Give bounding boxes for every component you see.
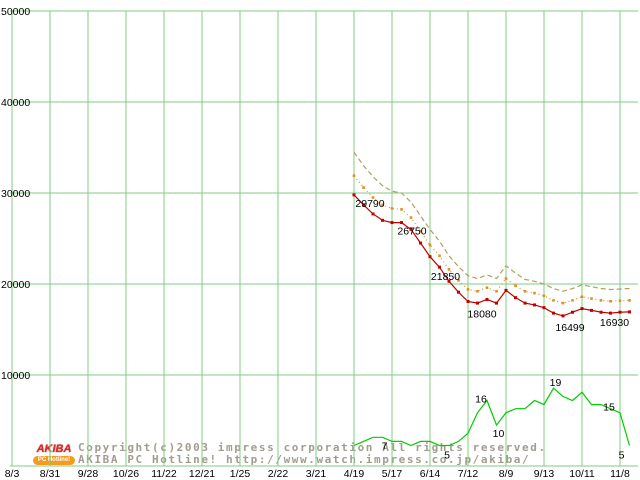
svg-text:29790: 29790 <box>355 198 384 210</box>
copyright-watermark: Copyright(c)2003 impress corporation All… <box>78 442 547 466</box>
svg-text:5: 5 <box>444 450 450 462</box>
svg-text:7/12: 7/12 <box>458 468 479 480</box>
svg-text:16930: 16930 <box>600 317 629 329</box>
svg-text:9/13: 9/13 <box>534 468 555 480</box>
logo-pc-hotline-text: PC Hotline! <box>33 456 75 465</box>
svg-text:19: 19 <box>550 377 562 389</box>
svg-text:11/8: 11/8 <box>610 468 630 480</box>
svg-text:50000: 50000 <box>1 6 30 18</box>
svg-text:10/11: 10/11 <box>569 468 595 480</box>
svg-text:5: 5 <box>619 450 625 462</box>
copyright-line1: Copyright(c)2003 impress corporation All… <box>78 441 547 454</box>
svg-text:4/19: 4/19 <box>344 468 365 480</box>
svg-text:8/3: 8/3 <box>5 468 20 480</box>
svg-text:12/21: 12/21 <box>189 468 215 480</box>
svg-text:20000: 20000 <box>1 279 30 291</box>
svg-text:10/26: 10/26 <box>113 468 139 480</box>
svg-text:40000: 40000 <box>1 97 30 109</box>
svg-text:1/25: 1/25 <box>230 468 251 480</box>
akiba-pc-hotline-logo: AKIBA PC Hotline! <box>33 444 75 465</box>
svg-text:16499: 16499 <box>555 322 584 334</box>
svg-text:16: 16 <box>475 393 487 405</box>
svg-text:11/22: 11/22 <box>151 468 177 480</box>
svg-text:8/31: 8/31 <box>40 468 61 480</box>
svg-text:9/28: 9/28 <box>78 468 99 480</box>
svg-text:7: 7 <box>382 440 388 452</box>
svg-text:10: 10 <box>493 428 505 440</box>
svg-text:10000: 10000 <box>1 370 30 382</box>
svg-text:8/9: 8/9 <box>499 468 514 480</box>
svg-text:26750: 26750 <box>397 226 426 238</box>
svg-text:30000: 30000 <box>1 188 30 200</box>
svg-text:15: 15 <box>603 402 615 414</box>
svg-text:21850: 21850 <box>431 271 460 283</box>
copyright-line2: AKIBA PC Hotline! http://www.watch.impre… <box>78 453 531 466</box>
svg-text:18080: 18080 <box>467 308 496 320</box>
svg-text:6/14: 6/14 <box>420 468 441 480</box>
svg-text:2/22: 2/22 <box>268 468 289 480</box>
svg-text:5/17: 5/17 <box>382 468 403 480</box>
svg-text:3/21: 3/21 <box>306 468 327 480</box>
logo-akiba-text: AKIBA <box>36 443 72 455</box>
